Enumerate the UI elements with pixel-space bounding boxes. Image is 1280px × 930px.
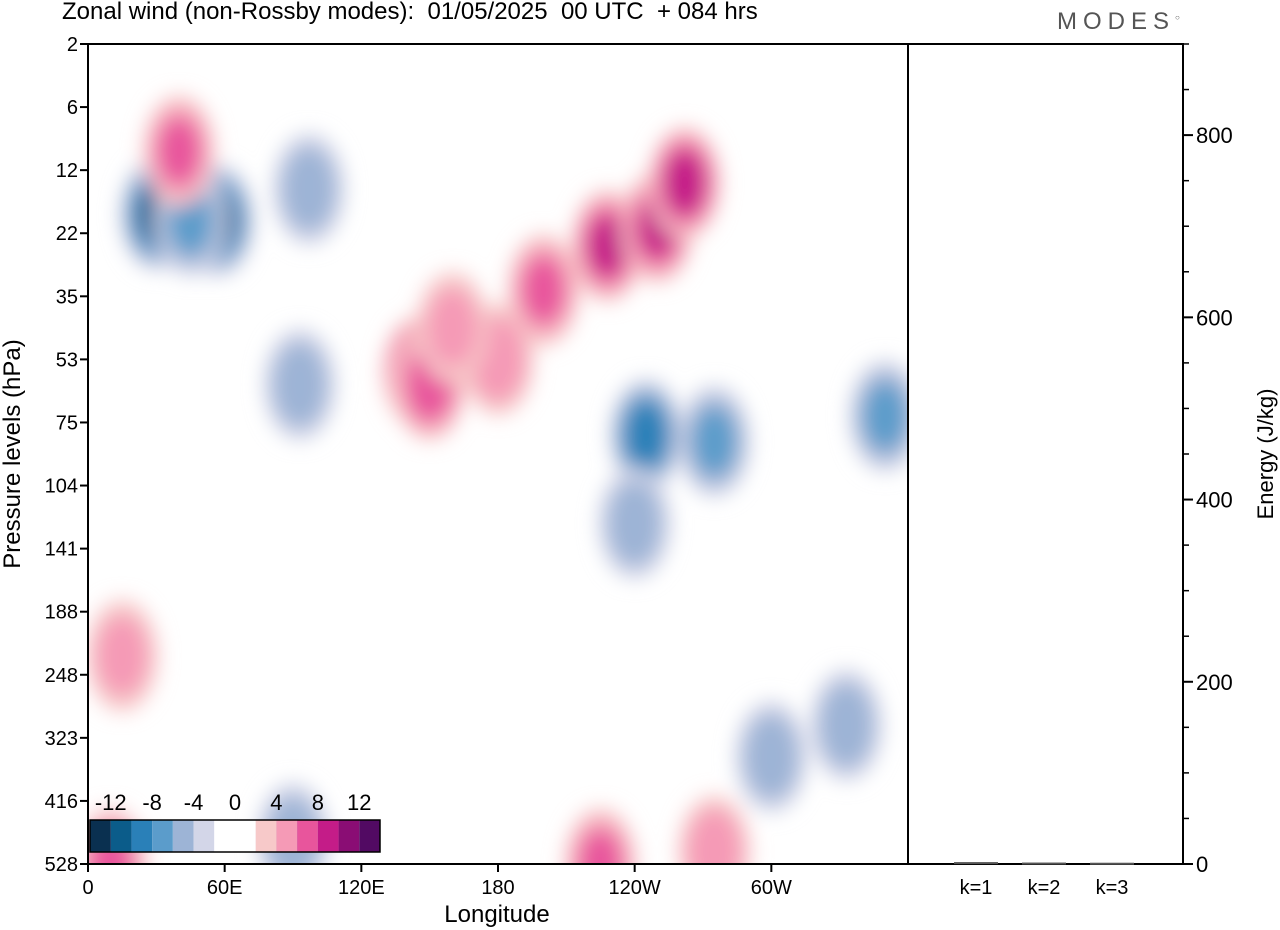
x-axis-label: Longitude	[444, 901, 549, 928]
wind-feature-16	[819, 682, 874, 768]
energy-category-label: k=1	[960, 877, 993, 899]
energy-bar-k=2	[1022, 862, 1066, 865]
wind-feature-10	[281, 146, 337, 232]
colorbar-swatch	[338, 820, 360, 852]
colorbar-swatch	[152, 820, 173, 852]
wind-feature-14	[864, 383, 907, 450]
y-tick-label: 141	[45, 539, 78, 561]
colorbar-swatch	[235, 820, 256, 852]
colorbar-swatch	[214, 820, 235, 852]
x-tick-label: 60E	[207, 877, 243, 899]
wind-feature-3	[522, 256, 565, 324]
colorbar-swatch	[172, 820, 194, 852]
colorbar-swatch	[297, 820, 318, 852]
energy-panel-frame	[907, 43, 1184, 865]
colorbar-swatch	[90, 820, 111, 852]
x-tick-label: 60W	[751, 877, 792, 899]
y-tick-label: 416	[45, 791, 78, 813]
chart-title: Zonal wind (non-Rossby modes): 01/05/202…	[62, 0, 758, 25]
colorbar-frame	[89, 819, 381, 853]
colorbar-swatch	[193, 820, 215, 852]
colorbar-tick-label: -12	[95, 790, 127, 815]
wind-feature-23	[426, 287, 479, 368]
y-tick-label: 53	[56, 349, 78, 371]
y-tick-label: 22	[56, 223, 78, 245]
energy-tick-label: 400	[1196, 488, 1233, 513]
y-tick-label: 75	[56, 412, 78, 434]
y-tick-label: 104	[45, 476, 78, 498]
colorbar-swatch	[110, 820, 132, 852]
wind-feature-19	[157, 118, 201, 185]
colorbar-tick-label: 4	[270, 790, 282, 815]
modes-logo: MODES○	[1057, 8, 1180, 35]
energy-tick-label: 200	[1196, 670, 1233, 695]
wind-feature-15	[744, 714, 799, 800]
colorbar-tick-label: 0	[229, 790, 241, 815]
y-tick-label: 248	[45, 665, 78, 687]
wind-contours	[88, 95, 908, 864]
colorbar-tick-label: 12	[347, 790, 371, 815]
energy-tick-label: 600	[1196, 305, 1233, 330]
y-tick-label: 2	[67, 34, 78, 56]
y-tick-label: 528	[45, 854, 78, 876]
x-tick-label: 120E	[338, 877, 385, 899]
wind-feature-12	[625, 403, 667, 468]
colorbar-swatch	[276, 820, 298, 852]
y-tick-label: 323	[45, 728, 78, 750]
y-tick-label: 35	[56, 286, 78, 308]
y-tick-label: 12	[56, 160, 78, 182]
y-axis-label: Pressure levels (hPa)	[0, 339, 26, 568]
energy-category-label: k=3	[1096, 877, 1129, 899]
colorbar-tick-label: -8	[142, 790, 162, 815]
y-tick-label: 188	[45, 602, 78, 624]
energy-category-label: k=2	[1028, 877, 1061, 899]
energy-bar-k=1	[954, 862, 998, 865]
energy-bar-k=3	[1090, 862, 1134, 865]
x-tick-label: 120W	[609, 877, 661, 899]
energy-tick-label: 800	[1196, 123, 1233, 148]
colorbar-swatch	[317, 820, 339, 852]
colorbar-tick-label: 8	[312, 790, 324, 815]
wind-feature-22	[607, 480, 663, 567]
wind-feature-24	[96, 615, 148, 696]
x-tick-label: 180	[481, 877, 514, 899]
colorbar-swatch	[131, 820, 153, 852]
wind-feature-20	[579, 830, 622, 864]
colorbar-swatch	[255, 820, 277, 852]
wind-feature-4	[588, 216, 626, 276]
wind-feature-11	[272, 341, 328, 428]
wind-feature-6	[664, 150, 706, 215]
colorbar-tick-label: -4	[184, 790, 204, 815]
energy-axis-label: Energy (J/kg)	[1253, 389, 1278, 520]
energy-tick-label: 0	[1196, 852, 1208, 877]
x-tick-label: 0	[82, 877, 93, 899]
y-tick-label: 6	[67, 97, 78, 119]
colorbar-swatch	[359, 820, 380, 852]
wind-feature-21	[687, 808, 742, 864]
wind-feature-13	[693, 408, 736, 475]
